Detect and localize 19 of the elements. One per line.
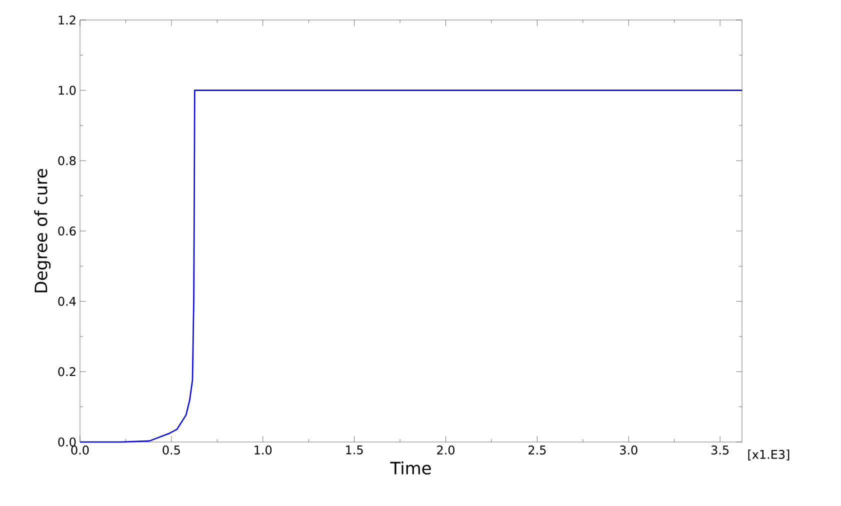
y-tick-label: 0.0 [58,437,76,447]
y-axis-title: Degree of cure [34,169,51,292]
x-tick-label: 1.0 [254,446,272,455]
y-tick-label: 1.0 [58,86,76,95]
x-tick-label: 2.5 [528,446,546,455]
text: [x1.E3] [748,450,790,460]
y-tick-label: 0.8 [58,156,76,166]
y-tick-label: 1.2 [58,16,76,24]
x-tick-label: 0.5 [162,446,180,455]
x-tick-label: 0.0 [71,446,89,455]
x-tick-label: 2.0 [437,446,454,455]
y-tick-label: 0.6 [58,226,76,236]
x-axis-title: Time [390,461,431,475]
line-series [79,90,743,443]
y-tick-label: 0.4 [58,296,76,306]
y-tick-label: 0.2 [58,367,76,376]
x-tick-label: 3.5 [711,446,729,455]
x-tick-label: 3.0 [620,446,638,455]
x-tick-label: 1.5 [346,446,363,454]
